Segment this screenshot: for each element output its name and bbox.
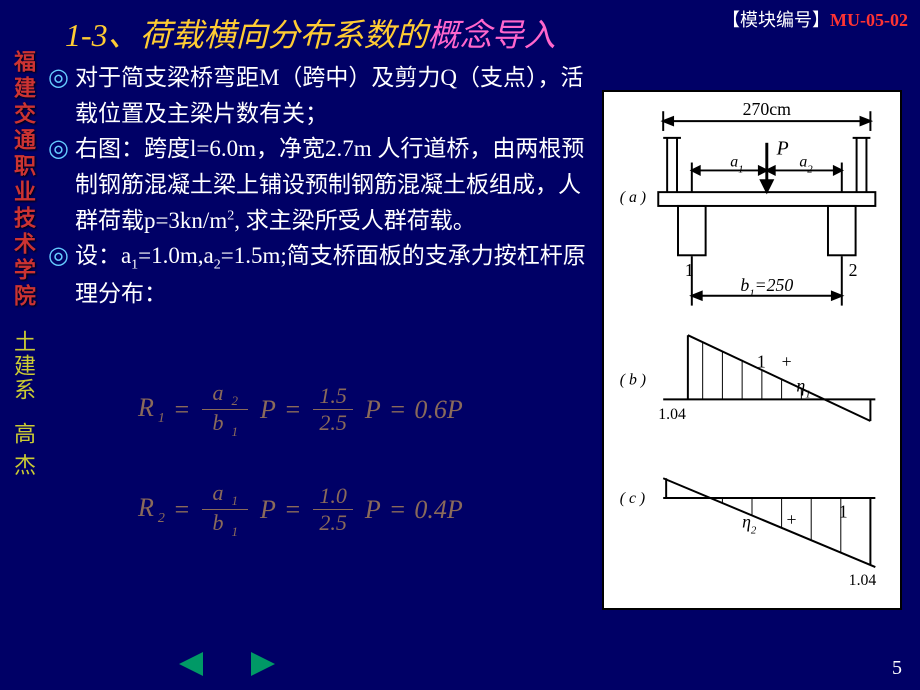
svg-text:( b ): ( b ) — [620, 372, 646, 389]
svg-text:( c ): ( c ) — [620, 490, 645, 507]
svg-text:1.04: 1.04 — [849, 572, 877, 589]
svg-text:η2: η2 — [742, 512, 757, 537]
svg-text:1: 1 — [839, 502, 848, 522]
bullet-icon: ◎ — [48, 238, 69, 312]
next-button[interactable] — [247, 650, 279, 678]
content: ◎ 对于简支梁桥弯距M（跨中）及剪力Q（支点），活载位置及主梁片数有关； ◎ 右… — [48, 60, 588, 312]
svg-text:η1: η1 — [796, 375, 810, 400]
svg-text:+: + — [787, 510, 797, 530]
bullet-1-text: 对于简支梁桥弯距M（跨中）及剪力Q（支点），活载位置及主梁片数有关； — [75, 60, 588, 131]
bullet-2-text: 右图：跨度l=6.0m，净宽2.7m 人行道桥，由两根预制钢筋混凝土梁上铺设预制… — [75, 131, 588, 238]
svg-text:P: P — [776, 138, 789, 160]
sidebar: 福建交通职业技术学院 土建系 高 杰 — [8, 50, 38, 650]
next-icon — [251, 652, 275, 676]
page-number: 5 — [892, 657, 902, 680]
module-code: 【模块编号】MU-05-02 — [722, 6, 908, 32]
svg-text:a2: a2 — [799, 153, 813, 175]
svg-text:a1: a1 — [730, 153, 743, 175]
prev-button[interactable] — [175, 650, 207, 678]
bullet-3: ◎ 设：a1=1.0m,a2=1.5m;简支桥面板的支承力按杠杆原理分布： — [48, 238, 588, 312]
svg-text:1.04: 1.04 — [658, 406, 686, 423]
nav-buttons — [175, 650, 279, 678]
dim-270: 270cm — [743, 99, 792, 119]
svg-text:2: 2 — [849, 260, 858, 280]
sidebar-author: 高 杰 — [7, 422, 39, 478]
module-label: 【模块编号】 — [722, 10, 830, 30]
diagram: 270cm a1 P a2 ( a ) 1 2 — [602, 90, 902, 610]
bullet-icon: ◎ — [48, 60, 69, 131]
equations: R1 = a2b1 P= 1.52.5 P= 0.6P R2 = a1b1 P=… — [130, 380, 467, 580]
equation-1: R1 = a2b1 P= 1.52.5 P= 0.6P — [130, 380, 467, 440]
sidebar-institution: 福建交通职业技术学院 — [7, 50, 39, 310]
bullet-1: ◎ 对于简支梁桥弯距M（跨中）及剪力Q（支点），活载位置及主梁片数有关； — [48, 60, 588, 131]
prev-icon — [179, 652, 203, 676]
bullet-2: ◎ 右图：跨度l=6.0m，净宽2.7m 人行道桥，由两根预制钢筋混凝土梁上铺设… — [48, 131, 588, 238]
bullet-3-text: 设：a1=1.0m,a2=1.5m;简支桥面板的支承力按杠杆原理分布： — [75, 238, 588, 312]
title-part-b: 概念导入 — [428, 17, 556, 53]
page-title: 1-3、荷载横向分布系数的概念导入 — [65, 10, 556, 56]
svg-text:1: 1 — [757, 352, 766, 372]
equation-2: R2 = a1b1 P= 1.02.5 P= 0.4P — [130, 480, 467, 540]
module-code-value: MU-05-02 — [830, 10, 908, 30]
bullet-icon: ◎ — [48, 131, 69, 238]
sidebar-dept: 土建系 — [7, 330, 39, 402]
svg-text:( a ): ( a ) — [620, 189, 646, 206]
title-part-a: 1-3、荷载横向分布系数的 — [65, 17, 428, 53]
svg-text:+: + — [782, 352, 792, 372]
